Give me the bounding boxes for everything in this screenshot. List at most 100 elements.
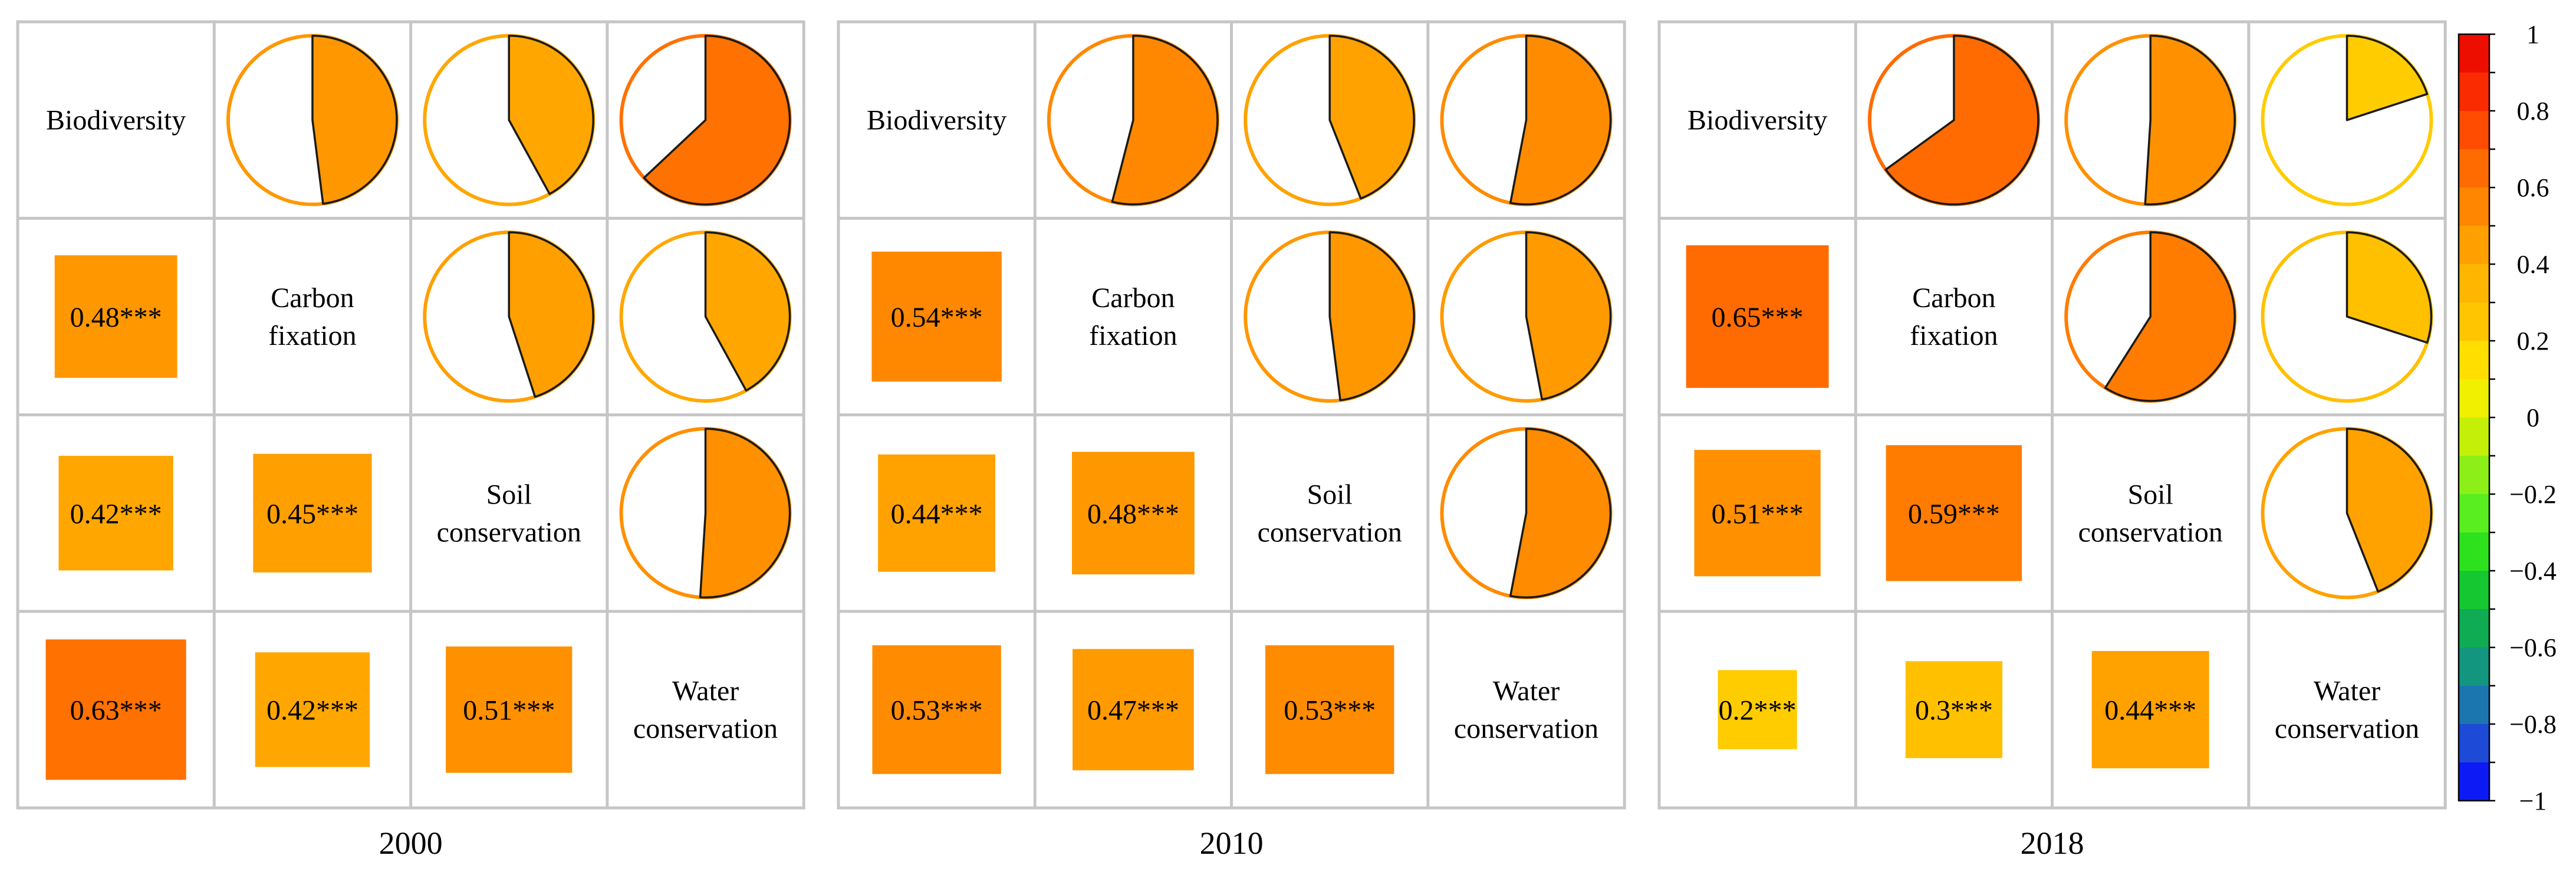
colorbar-band: [2459, 494, 2489, 533]
pie-slice: [1111, 34, 1219, 206]
panel-2018: Biodiversity 0.65*** Carbon fixation 0.51***…: [1657, 20, 2447, 861]
colorbar-band: [2459, 73, 2489, 111]
corr-value-label: 0.45***: [267, 498, 358, 529]
variable-label-water-conservation: Water conservation: [633, 676, 778, 745]
pie-slice: [1509, 34, 1612, 206]
corr-pie-2000-1-2: [423, 230, 596, 403]
corr-value-label: 0.48***: [1087, 498, 1179, 529]
corr-square-2010-1-0: [871, 251, 1002, 382]
corr-square-2018-3-1: [1905, 661, 2003, 758]
colorbar-band: [2459, 264, 2489, 303]
corr-pie-2010-1-3: [1440, 230, 1613, 403]
colorbar-band: [2459, 686, 2489, 725]
variable-label-soil-conservation: Soil conservation: [1258, 479, 1402, 548]
corr-square-2010-3-1: [1072, 649, 1194, 771]
colorbar-tick-label: −0.6: [2509, 633, 2557, 662]
corr-value-label: 0.42***: [70, 498, 162, 529]
colorbar-band: [2459, 724, 2489, 763]
pie-slice: [1328, 231, 1415, 402]
corr-value-label: 0.59***: [1908, 498, 2000, 529]
colorbar-band: [2459, 111, 2489, 150]
corr-square-2000-2-0: [58, 456, 173, 571]
variable-label-water-conservation: Water conservation: [2275, 676, 2419, 745]
pie-slice: [1328, 34, 1415, 200]
corr-square-2018-2-1: [1886, 445, 2022, 581]
corr-pie-2018-0-3: [2261, 34, 2433, 206]
corr-value-label: 0.65***: [1712, 302, 1804, 333]
corr-square-2018-3-0: [1718, 670, 1797, 749]
corr-value-label: 0.3***: [1915, 695, 1993, 726]
corr-pie-2018-1-2: [2064, 230, 2237, 403]
corr-pie-2000-2-3: [619, 427, 792, 600]
corr-square-2000-3-2: [446, 646, 573, 773]
pie-slice: [2345, 231, 2433, 344]
corr-value-label: 0.44***: [891, 498, 983, 529]
corr-square-2000-2-1: [253, 453, 372, 573]
corr-square-2000-3-0: [45, 639, 186, 780]
pie-slice: [1525, 231, 1612, 401]
colorbar-band: [2459, 571, 2489, 610]
corr-pie-2000-0-1: [226, 34, 399, 206]
colorbar-tick-label: 0.4: [2517, 250, 2549, 279]
corr-value-label: 0.44***: [2104, 695, 2196, 726]
variable-label-carbon-fixation: Carbon fixation: [1089, 282, 1177, 351]
corr-value-label: 0.53***: [891, 695, 983, 726]
colorbar-tick-label: −0.2: [2509, 480, 2557, 509]
corr-square-2018-3-2: [2091, 651, 2209, 769]
colorbar-band: [2459, 302, 2489, 341]
variable-label-carbon-fixation: Carbon fixation: [1910, 282, 1998, 351]
panel-2010: Biodiversity 0.54*** Carbon fixation 0.44***…: [837, 20, 1626, 861]
variable-label-water-conservation: Water conservation: [1454, 676, 1598, 745]
colorbar-tick-label: 0.8: [2517, 97, 2549, 126]
corr-value-label: 0.47***: [1087, 695, 1179, 726]
panel-year-label: 2018: [2021, 825, 2084, 861]
colorbar: 1 0.8 0.6 0.4 0.2 0 −0.2 −0.4 −0.6 −0.8 −1: [2457, 20, 2557, 815]
corr-pie-2000-0-2: [423, 34, 596, 206]
colorbar-tick-label: −0.4: [2509, 557, 2557, 585]
pie-slice: [1509, 427, 1612, 598]
pie-slice: [699, 427, 791, 598]
corr-value-label: 0.42***: [267, 695, 358, 726]
corr-pie-2010-0-1: [1047, 34, 1219, 206]
colorbar-band: [2459, 34, 2489, 73]
panel-year-label: 2010: [1200, 825, 1264, 861]
corr-value-label: 0.48***: [70, 302, 162, 333]
corr-pie-2010-0-2: [1243, 34, 1416, 206]
corr-square-2010-3-2: [1265, 645, 1394, 774]
pie-slice: [2104, 231, 2236, 402]
colorbar-tick-label: 0.6: [2517, 173, 2549, 202]
corr-pie-2000-1-3: [619, 230, 792, 403]
corr-value-label: 0.53***: [1284, 695, 1376, 726]
colorbar-tick-label: 1: [2526, 20, 2539, 49]
variable-label-soil-conservation: Soil conservation: [2078, 479, 2223, 548]
corr-value-label: 0.51***: [1712, 498, 1804, 529]
pie-slice: [2144, 34, 2236, 206]
pie-slice: [311, 34, 398, 205]
colorbar-tick-label: −1: [2519, 787, 2547, 815]
corr-pie-2000-0-3: [619, 34, 792, 206]
variable-label-carbon-fixation: Carbon fixation: [268, 282, 356, 351]
colorbar-band: [2459, 532, 2489, 571]
colorbar-band: [2459, 647, 2489, 686]
panels: Biodiversity 0.48*** Carbon fixation 0.42***…: [16, 20, 2447, 861]
colorbar-band: [2459, 341, 2489, 380]
colorbar-band: [2459, 456, 2489, 495]
colorbar-tick-label: −0.8: [2509, 710, 2557, 739]
variable-label-biodiversity: Biodiversity: [867, 105, 1006, 136]
variable-label-biodiversity: Biodiversity: [46, 105, 186, 136]
corr-value-label: 0.51***: [463, 695, 555, 726]
corr-square-2010-2-0: [878, 454, 996, 572]
pie-slice: [704, 231, 791, 392]
corr-value-label: 0.2***: [1719, 695, 1797, 726]
colorbar-tick-label: 0: [2526, 403, 2539, 432]
corr-square-2000-3-1: [255, 652, 370, 767]
variable-label-soil-conservation: Soil conservation: [437, 479, 581, 548]
colorbar-band: [2459, 188, 2489, 226]
corr-square-2018-1-0: [1686, 245, 1829, 388]
panel-2000: Biodiversity 0.48*** Carbon fixation 0.42***…: [16, 20, 805, 861]
pie-slice: [508, 34, 594, 195]
variable-label-biodiversity: Biodiversity: [1687, 105, 1827, 136]
corr-pie-2010-2-3: [1440, 427, 1613, 600]
pie-slice: [2345, 427, 2433, 593]
